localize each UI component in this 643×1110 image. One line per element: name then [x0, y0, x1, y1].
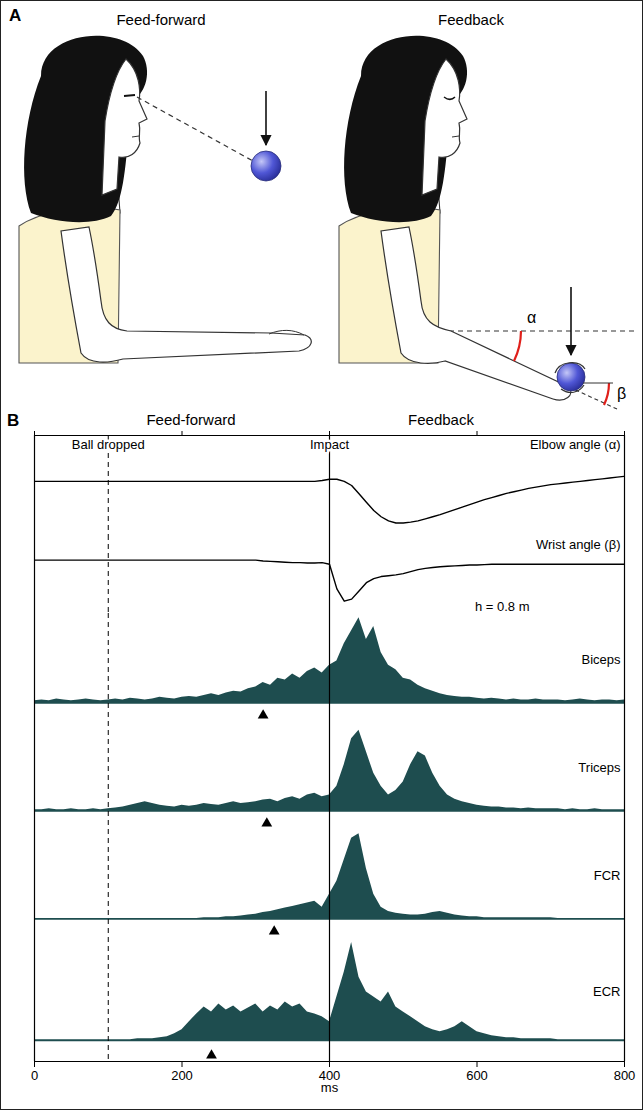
svg-text:600: 600: [466, 1068, 488, 1083]
svg-text:0: 0: [31, 1068, 38, 1083]
html-text:Feedback: Feedback: [408, 411, 474, 428]
svg-text:A: A: [9, 6, 21, 25]
svg-text:α: α: [527, 309, 536, 326]
svg-text:h = 0.8 m: h = 0.8 m: [475, 599, 530, 614]
html-text:B: B: [7, 411, 20, 430]
svg-text:Feedback: Feedback: [438, 11, 504, 28]
svg-text:Wrist angle (β): Wrist angle (β): [536, 537, 621, 552]
svg-text:ECR: ECR: [593, 984, 620, 999]
svg-text:β: β: [617, 385, 626, 402]
svg-text:Elbow angle (α): Elbow angle (α): [530, 437, 621, 452]
svg-text:200: 200: [171, 1068, 193, 1083]
svg-text:Impact: Impact: [310, 437, 349, 452]
svg-text:Triceps: Triceps: [578, 760, 621, 775]
svg-text:FCR: FCR: [594, 868, 621, 883]
html-text:Feed-forward: Feed-forward: [146, 411, 236, 428]
svg-text:800: 800: [614, 1068, 636, 1083]
svg-text:ms: ms: [321, 1080, 339, 1095]
svg-text:Biceps: Biceps: [581, 652, 621, 667]
svg-text:Ball dropped: Ball dropped: [72, 437, 145, 452]
svg-text:Feed-forward: Feed-forward: [116, 11, 205, 28]
svg-text:400: 400: [318, 1067, 341, 1083]
